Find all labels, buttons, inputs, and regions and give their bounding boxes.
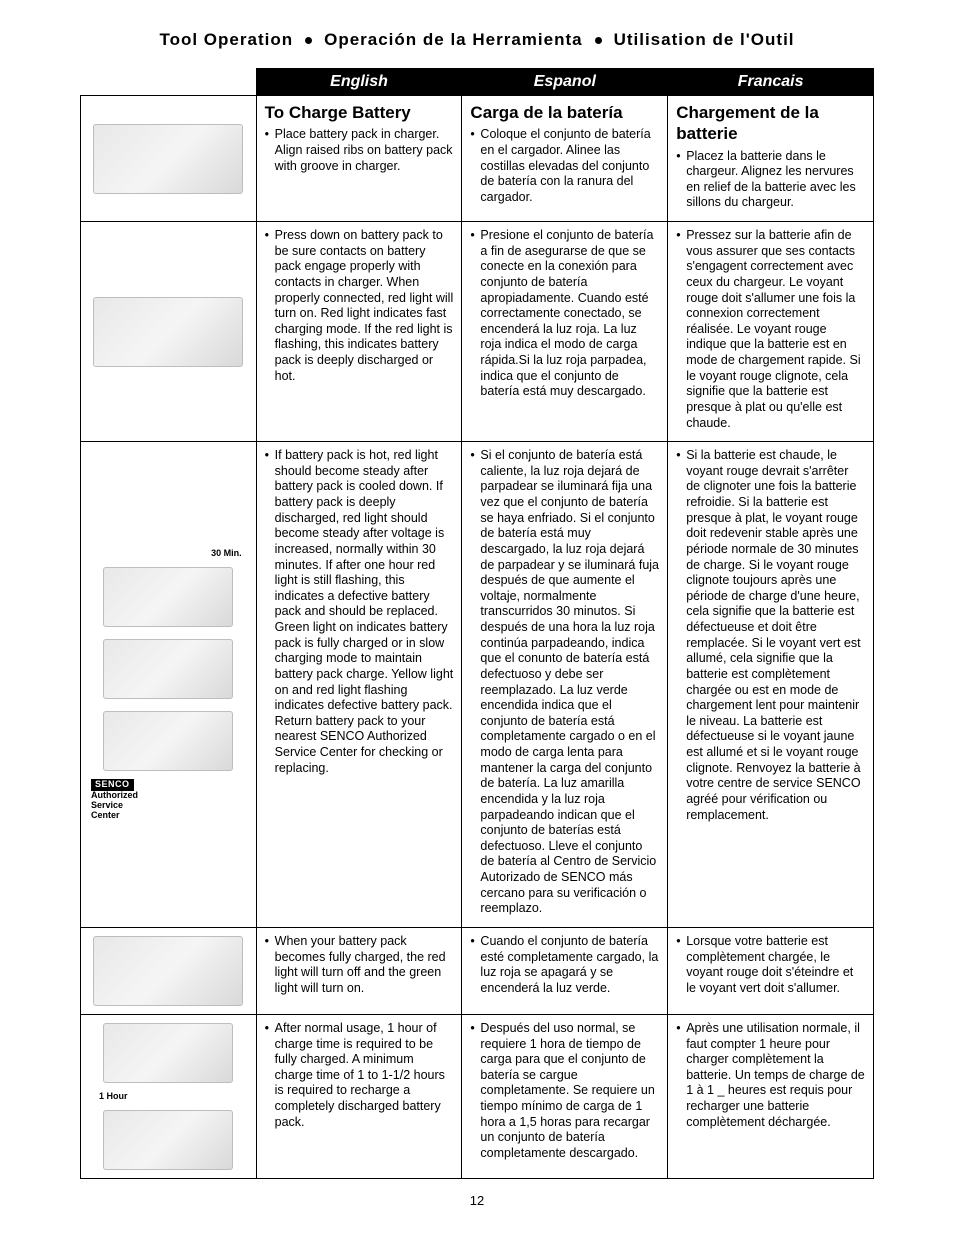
separator-dot xyxy=(595,37,602,44)
section-title-es: Carga de la batería xyxy=(470,102,659,123)
bullet-list: Placez la batterie dans le chargeur. Ali… xyxy=(676,149,865,212)
charger-illustration xyxy=(103,1110,233,1170)
bullet-item: When your battery pack becomes fully cha… xyxy=(265,934,454,997)
instruction-table: English Espanol Francais To Charge Batte… xyxy=(80,68,874,1179)
illustration-cell xyxy=(81,96,257,222)
bullet-item: Si la batterie est chaude, le voyant rou… xyxy=(676,448,865,823)
bullet-item: Place battery pack in charger. Align rai… xyxy=(265,127,454,174)
illustration-cell: 30 Min. SENCOAuthorizedServiceCenter xyxy=(81,442,257,928)
instruction-cell-es: Después del uso normal, se requiere 1 ho… xyxy=(462,1014,668,1178)
instruction-cell-es: Si el conjunto de batería está caliente,… xyxy=(462,442,668,928)
bullet-list: Si el conjunto de batería está caliente,… xyxy=(470,448,659,917)
bullet-list: Pressez sur la batterie afin de vous ass… xyxy=(676,228,865,431)
illustration-cell xyxy=(81,927,257,1014)
instruction-cell-en: Press down on battery pack to be sure co… xyxy=(256,222,462,442)
bullet-list: Press down on battery pack to be sure co… xyxy=(265,228,454,384)
instruction-cell-fr: Si la batterie est chaude, le voyant rou… xyxy=(668,442,874,928)
illustration-label: 1 Hour xyxy=(99,1091,128,1102)
section-title-fr: Chargement de la batterie xyxy=(676,102,865,145)
bullet-item: Placez la batterie dans le chargeur. Ali… xyxy=(676,149,865,212)
charger-illustration xyxy=(103,567,233,627)
instruction-cell-fr: Chargement de la batteriePlacez la batte… xyxy=(668,96,874,222)
col-header-english: English xyxy=(256,69,462,96)
bullet-list: When your battery pack becomes fully cha… xyxy=(265,934,454,997)
charger-illustration xyxy=(93,297,243,367)
separator-dot xyxy=(305,37,312,44)
service-center-label: SENCOAuthorizedServiceCenter xyxy=(91,779,138,821)
instruction-cell-en: After normal usage, 1 hour of charge tim… xyxy=(256,1014,462,1178)
bullet-list: Cuando el conjunto de batería esté compl… xyxy=(470,934,659,997)
bullet-list: Presione el conjunto de batería a fin de… xyxy=(470,228,659,400)
header-part-1: Tool Operation xyxy=(159,30,293,50)
bullet-item: After normal usage, 1 hour of charge tim… xyxy=(265,1021,454,1130)
charger-illustration xyxy=(103,639,233,699)
bullet-list: Lorsque votre batterie est complètement … xyxy=(676,934,865,997)
section-title-en: To Charge Battery xyxy=(265,102,454,123)
bullet-item: Presione el conjunto de batería a fin de… xyxy=(470,228,659,400)
bullet-item: Si el conjunto de batería está caliente,… xyxy=(470,448,659,917)
bullet-item: If battery pack is hot, red light should… xyxy=(265,448,454,776)
bullet-list: Après une utilisation normale, il faut c… xyxy=(676,1021,865,1130)
bullet-list: Place battery pack in charger. Align rai… xyxy=(265,127,454,174)
instruction-cell-fr: Pressez sur la batterie afin de vous ass… xyxy=(668,222,874,442)
instruction-cell-es: Presione el conjunto de batería a fin de… xyxy=(462,222,668,442)
header-part-2: Operación de la Herramienta xyxy=(324,30,582,50)
bullet-item: Press down on battery pack to be sure co… xyxy=(265,228,454,384)
instruction-cell-en: When your battery pack becomes fully cha… xyxy=(256,927,462,1014)
col-header-francais: Francais xyxy=(668,69,874,96)
bullet-item: Después del uso normal, se requiere 1 ho… xyxy=(470,1021,659,1162)
illustration-cell xyxy=(81,222,257,442)
page-number: 12 xyxy=(80,1193,874,1208)
illustration-cell: 1 Hour xyxy=(81,1014,257,1178)
instruction-cell-fr: Lorsque votre batterie est complètement … xyxy=(668,927,874,1014)
instruction-cell-es: Cuando el conjunto de batería esté compl… xyxy=(462,927,668,1014)
charger-illustration xyxy=(103,711,233,771)
bullet-item: Cuando el conjunto de batería esté compl… xyxy=(470,934,659,997)
page-header: Tool Operation Operación de la Herramien… xyxy=(80,30,874,50)
instruction-cell-es: Carga de la batería Coloque el conjunto d… xyxy=(462,96,668,222)
header-part-3: Utilisation de l'Outil xyxy=(614,30,795,50)
bullet-list: If battery pack is hot, red light should… xyxy=(265,448,454,776)
bullet-item: Coloque el conjunto de batería en el car… xyxy=(470,127,659,205)
charger-illustration xyxy=(93,936,243,1006)
instruction-cell-en: To Charge Battery Place battery pack in c… xyxy=(256,96,462,222)
bullet-item: Pressez sur la batterie afin de vous ass… xyxy=(676,228,865,431)
bullet-list: Coloque el conjunto de batería en el car… xyxy=(470,127,659,205)
bullet-list: Después del uso normal, se requiere 1 ho… xyxy=(470,1021,659,1162)
col-header-espanol: Espanol xyxy=(462,69,668,96)
instruction-cell-fr: Après une utilisation normale, il faut c… xyxy=(668,1014,874,1178)
blank-header xyxy=(81,69,257,96)
charger-illustration xyxy=(93,124,243,194)
illustration-label: 30 Min. xyxy=(211,548,242,559)
bullet-item: Lorsque votre batterie est complètement … xyxy=(676,934,865,997)
bullet-list: Si la batterie est chaude, le voyant rou… xyxy=(676,448,865,823)
charger-illustration xyxy=(103,1023,233,1083)
bullet-list: After normal usage, 1 hour of charge tim… xyxy=(265,1021,454,1130)
bullet-item: Après une utilisation normale, il faut c… xyxy=(676,1021,865,1130)
instruction-cell-en: If battery pack is hot, red light should… xyxy=(256,442,462,928)
